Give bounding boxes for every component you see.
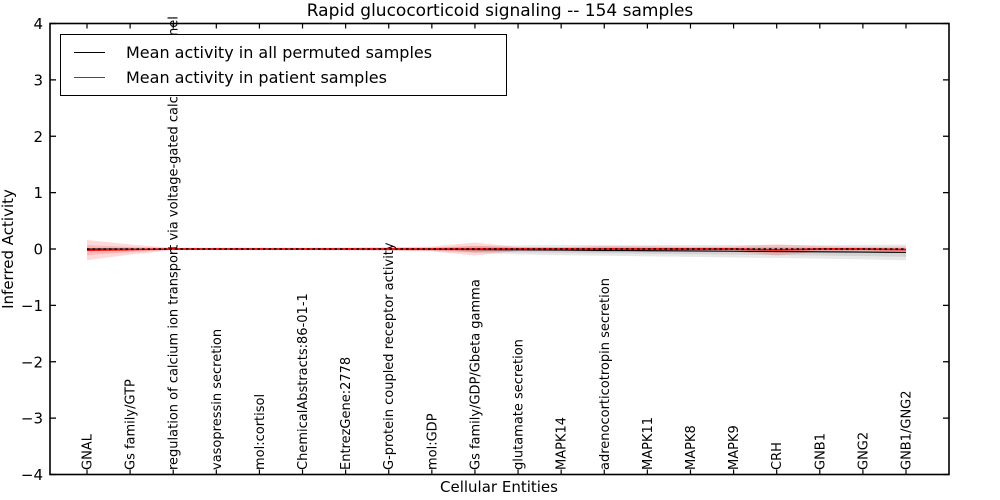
x-tick-label: EntrezGene:2778	[339, 357, 354, 470]
y-tick-label: 3	[33, 71, 43, 89]
legend: Mean activity in all permuted samples Me…	[60, 34, 507, 96]
y-tick-label: 0	[33, 241, 43, 259]
x-tick-label: regulation of calcium ion transport via …	[167, 16, 182, 470]
y-tick-label: −2	[21, 353, 43, 371]
legend-item-permuted: Mean activity in all permuted samples	[61, 41, 506, 65]
y-axis-label: Inferred Activity	[0, 189, 17, 309]
y-tick-label: 4	[33, 15, 43, 33]
x-axis-label: Cellular Entities	[440, 478, 558, 496]
x-tick-label: GNAL	[81, 433, 96, 470]
x-tick-label: GNG2	[856, 432, 871, 470]
x-tick-label: CRH	[770, 442, 785, 470]
x-tick-label: mol:cortisol	[253, 394, 268, 470]
x-tick-label: Gs family/GTP	[124, 379, 139, 470]
x-tick-label: mol:GDP	[425, 413, 440, 470]
y-tick-label: −4	[21, 466, 43, 484]
x-tick-label: MAPK8	[684, 425, 699, 470]
x-tick-label: ChemicalAbstracts:86-01-1	[296, 293, 311, 470]
chart-title: Rapid glucocorticoid signaling -- 154 sa…	[306, 1, 694, 21]
legend-item-patient: Mean activity in patient samples	[61, 66, 506, 90]
y-tick-label: 2	[33, 128, 43, 146]
y-tick-label: −3	[21, 410, 43, 428]
x-tick-label: MAPK14	[555, 417, 570, 470]
legend-permuted-label: Mean activity in all permuted samples	[126, 43, 433, 62]
y-tick-label: −1	[21, 297, 43, 315]
x-tick-label: glutamate secretion	[512, 339, 527, 470]
x-tick-label: Gs family/GDP/Gbeta gamma	[468, 279, 483, 470]
x-tick-label: MAPK11	[641, 417, 656, 470]
x-tick-label: adrenocorticotropin secretion	[598, 278, 613, 470]
x-tick-label: MAPK9	[727, 425, 742, 470]
y-tick-label: 1	[33, 184, 43, 202]
x-tick-label: GNB1	[813, 433, 828, 470]
legend-patient-label: Mean activity in patient samples	[126, 68, 387, 87]
legend-patient-line-swatch	[74, 77, 105, 78]
x-tick-label: GNB1/GNG2	[900, 390, 915, 470]
legend-permuted-line-swatch	[74, 52, 105, 53]
x-tick-label: vasopressin secretion	[210, 329, 225, 470]
x-tick-label: G-protein coupled receptor activity	[382, 242, 397, 470]
